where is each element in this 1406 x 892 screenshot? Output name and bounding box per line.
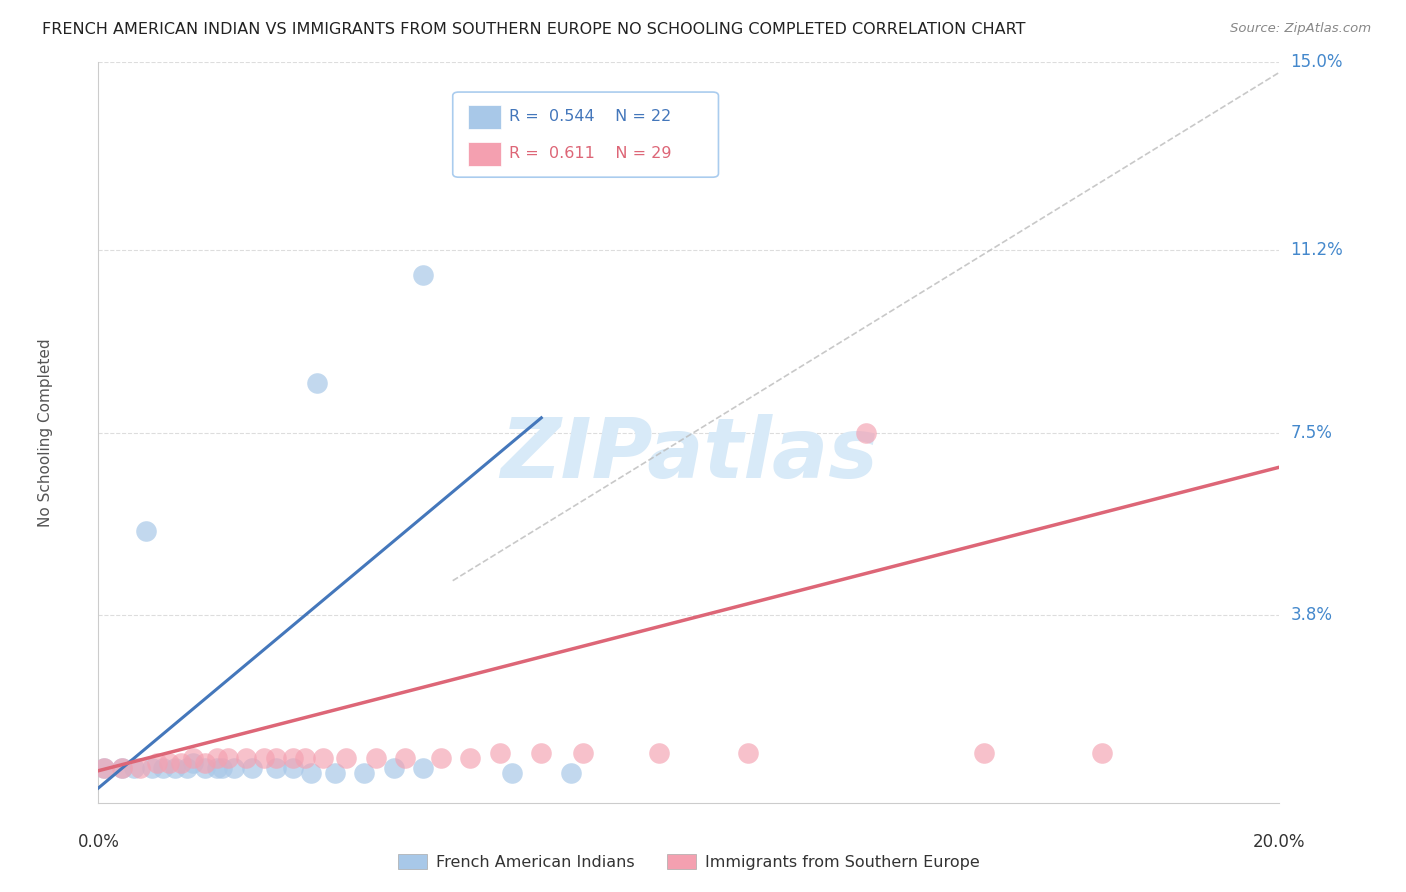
Point	[205, 761, 228, 775]
Text: 3.8%: 3.8%	[1291, 607, 1333, 624]
Point	[211, 761, 233, 775]
Point	[294, 751, 316, 765]
Legend: French American Indians, Immigrants from Southern Europe: French American Indians, Immigrants from…	[391, 848, 987, 876]
Point	[264, 751, 287, 765]
Point	[111, 761, 134, 775]
Point	[152, 761, 174, 775]
Text: ZIPatlas: ZIPatlas	[501, 414, 877, 495]
Point	[93, 761, 115, 775]
Text: No Schooling Completed: No Schooling Completed	[38, 338, 53, 527]
Point	[305, 376, 328, 391]
Point	[205, 751, 228, 765]
FancyBboxPatch shape	[468, 143, 501, 166]
Point	[194, 756, 217, 771]
Point	[111, 761, 134, 775]
Point	[170, 756, 193, 771]
FancyBboxPatch shape	[468, 105, 501, 129]
Point	[165, 761, 187, 775]
Point	[240, 761, 263, 775]
Point	[353, 766, 375, 780]
Point	[1091, 747, 1114, 761]
Point	[460, 751, 482, 765]
Point	[571, 747, 593, 761]
Point	[412, 761, 434, 775]
Point	[141, 761, 163, 775]
Point	[530, 747, 553, 761]
Point	[181, 756, 204, 771]
Point	[128, 761, 150, 775]
Point	[312, 751, 335, 765]
Point	[283, 751, 305, 765]
Point	[973, 747, 995, 761]
Point	[430, 751, 453, 765]
Point	[412, 268, 434, 282]
Text: FRENCH AMERICAN INDIAN VS IMMIGRANTS FROM SOUTHERN EUROPE NO SCHOOLING COMPLETED: FRENCH AMERICAN INDIAN VS IMMIGRANTS FRO…	[42, 22, 1026, 37]
FancyBboxPatch shape	[453, 92, 718, 178]
Point	[253, 751, 276, 765]
Text: 20.0%: 20.0%	[1253, 833, 1306, 851]
Point	[93, 761, 115, 775]
Point	[560, 766, 582, 780]
Text: 15.0%: 15.0%	[1291, 54, 1343, 71]
Point	[181, 751, 204, 765]
Text: 0.0%: 0.0%	[77, 833, 120, 851]
Point	[335, 751, 357, 765]
Point	[394, 751, 416, 765]
Point	[217, 751, 239, 765]
Point	[176, 761, 198, 775]
Text: 11.2%: 11.2%	[1291, 241, 1343, 259]
Point	[122, 761, 145, 775]
Text: R =  0.544    N = 22: R = 0.544 N = 22	[509, 109, 672, 124]
Point	[135, 524, 157, 539]
Text: 7.5%: 7.5%	[1291, 424, 1333, 442]
Point	[737, 747, 759, 761]
Point	[146, 756, 169, 771]
Point	[299, 766, 322, 780]
Point	[648, 747, 671, 761]
Point	[489, 747, 512, 761]
Point	[224, 761, 246, 775]
Point	[855, 425, 877, 440]
Point	[382, 761, 405, 775]
Point	[283, 761, 305, 775]
Point	[501, 766, 523, 780]
Point	[364, 751, 387, 765]
Point	[323, 766, 346, 780]
Text: Source: ZipAtlas.com: Source: ZipAtlas.com	[1230, 22, 1371, 36]
Text: R =  0.611    N = 29: R = 0.611 N = 29	[509, 146, 672, 161]
Point	[157, 756, 180, 771]
Point	[235, 751, 257, 765]
Point	[264, 761, 287, 775]
Point	[194, 761, 217, 775]
